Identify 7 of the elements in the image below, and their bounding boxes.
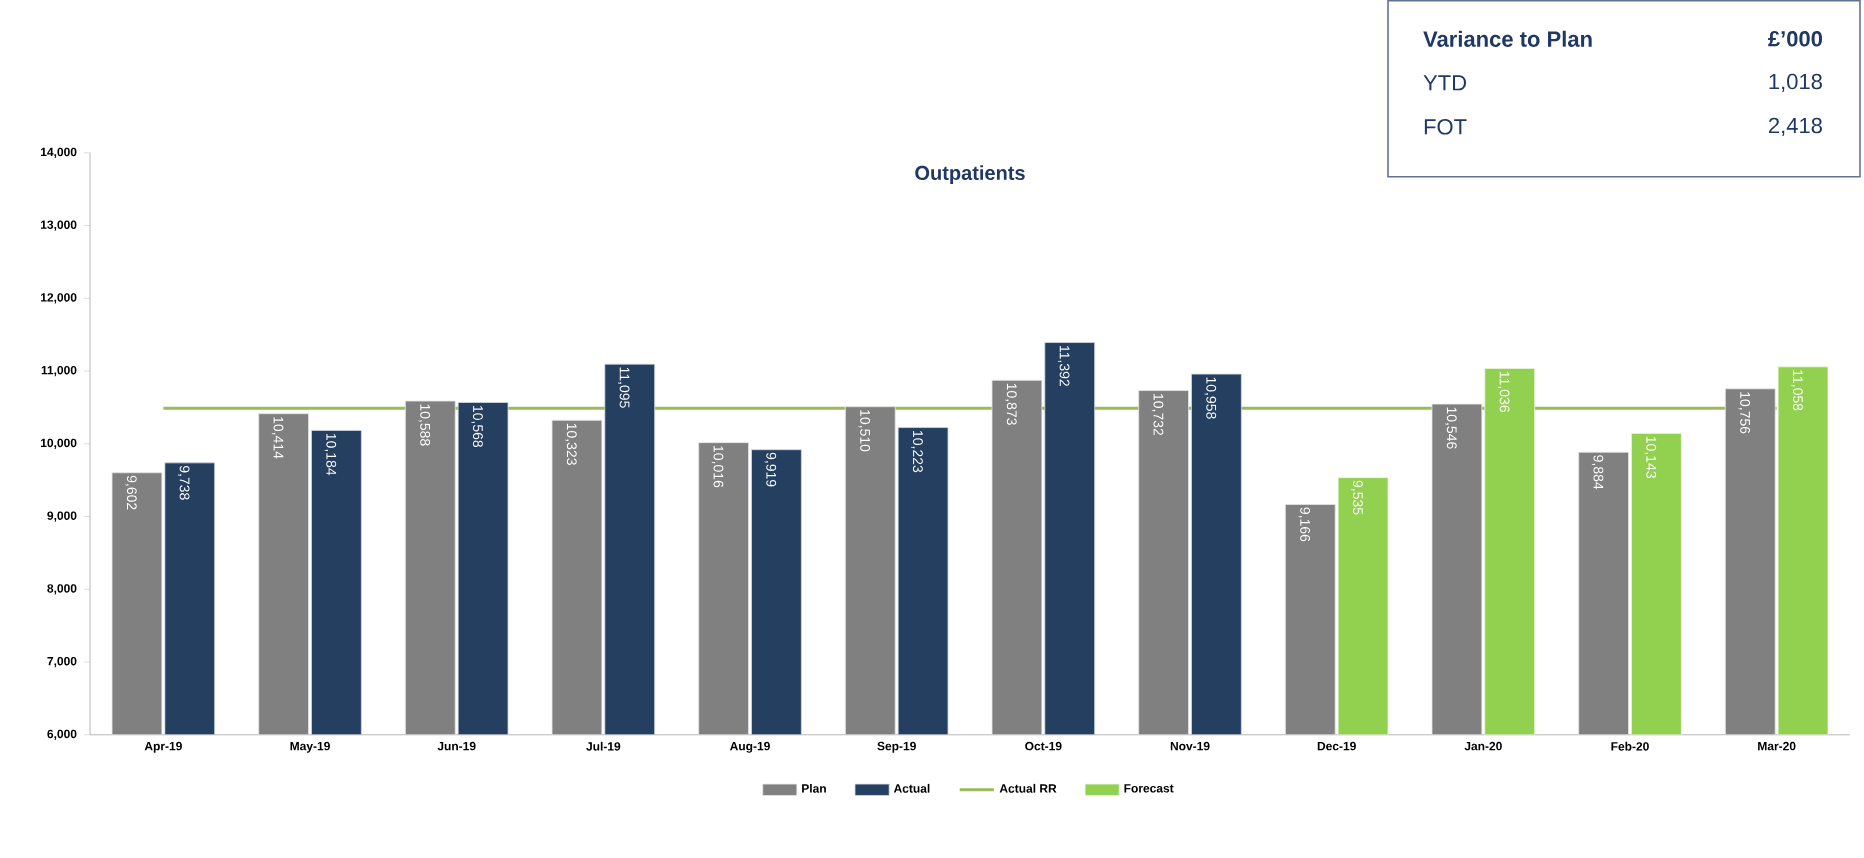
text: Outpatients <box>915 164 1025 184</box>
text: £’000 <box>1768 30 1823 47</box>
text: YTD <box>1423 74 1467 90</box>
text: Variance to Plan <box>1423 30 1592 47</box>
text: FOT <box>1424 118 1467 135</box>
text: 1,018 <box>1769 73 1822 92</box>
text: 2,418 <box>1768 117 1822 136</box>
